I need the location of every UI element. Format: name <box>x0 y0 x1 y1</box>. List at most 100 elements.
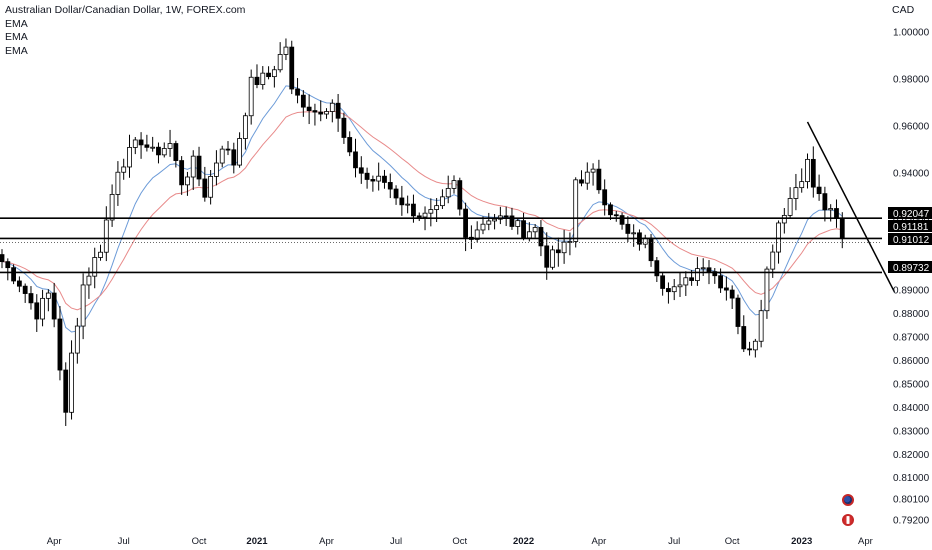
ema-indicator-label[interactable]: EMA <box>5 31 28 43</box>
candle-body <box>515 220 521 227</box>
candle-body <box>602 189 608 206</box>
candle-body <box>828 208 834 211</box>
candle-body <box>434 205 440 210</box>
candle-body <box>167 143 173 149</box>
candle-body <box>16 280 22 287</box>
candle-body <box>428 209 434 214</box>
candle-body <box>781 214 787 224</box>
candle-body <box>579 179 584 184</box>
candle-body <box>550 249 555 268</box>
candle-body <box>358 167 364 174</box>
candle-body <box>422 212 428 218</box>
price-label-box <box>888 261 932 273</box>
candle-body <box>608 204 613 216</box>
candle-body <box>573 179 579 242</box>
candle-body <box>660 275 666 289</box>
candle-body <box>306 106 312 111</box>
trendline <box>806 121 896 293</box>
candle-body <box>822 193 828 211</box>
candle-body <box>138 139 144 146</box>
candle-body <box>648 237 654 262</box>
candle-body <box>474 229 480 240</box>
candle-body <box>109 194 115 221</box>
candle-body <box>271 69 277 78</box>
candle-body <box>22 285 28 294</box>
price-label-box <box>888 220 932 232</box>
candle-body <box>729 289 735 299</box>
candle-body <box>613 214 619 217</box>
candle-body <box>521 220 526 239</box>
candle-body <box>509 215 515 227</box>
candle-body <box>179 160 185 186</box>
candle-body <box>538 227 544 247</box>
candle-body <box>318 111 324 115</box>
candle-body <box>11 267 16 282</box>
candle-body <box>480 223 486 231</box>
candle-body <box>671 286 677 293</box>
candle-body <box>353 151 358 169</box>
candle-body <box>393 188 399 199</box>
candle-body <box>156 146 161 156</box>
candle-body <box>561 241 567 254</box>
candle-body <box>45 292 51 299</box>
candle-body <box>741 326 747 350</box>
candle-body <box>150 146 156 149</box>
candle-body <box>718 275 723 289</box>
candle-body <box>382 175 387 183</box>
ema-indicator-label[interactable]: EMA <box>5 17 28 30</box>
candle-body <box>161 148 167 156</box>
candle-body <box>839 218 845 239</box>
candle-body <box>40 297 45 320</box>
x-tick-label: Apr <box>47 536 62 547</box>
candle-body <box>190 155 196 178</box>
currency-label: CAD <box>892 4 915 16</box>
candle-body <box>202 178 208 198</box>
candle-body <box>712 271 718 277</box>
canada-flag-icon <box>842 514 854 526</box>
price-label: 0.92047 <box>893 209 930 220</box>
y-tick-label: 0.86000 <box>893 356 930 367</box>
candle-body <box>103 219 109 253</box>
candle-body <box>619 215 625 225</box>
ema-fast-line <box>1 85 843 333</box>
price-label: 0.89732 <box>893 263 930 274</box>
candle-body <box>231 149 237 166</box>
candle-body <box>764 268 770 312</box>
candle-body <box>411 203 416 217</box>
candle-body <box>555 249 561 254</box>
y-tick-label: 0.94000 <box>893 168 930 179</box>
candle-body <box>289 46 295 90</box>
candle-body <box>805 158 810 183</box>
candle-body <box>63 369 69 413</box>
y-tick-label: 0.89000 <box>893 286 930 297</box>
candle-body <box>776 222 781 253</box>
x-tick-label: Oct <box>192 536 207 547</box>
candle-body <box>300 94 306 108</box>
candle-body <box>723 287 729 291</box>
candle-body <box>387 182 393 190</box>
candle-body <box>5 261 11 269</box>
candle-body <box>69 352 74 413</box>
candle-body <box>219 148 225 164</box>
candle-body <box>590 168 596 173</box>
ema-indicator-label[interactable]: EMA <box>5 44 28 57</box>
x-tick-label: Oct <box>452 536 467 547</box>
candle-body <box>689 277 695 281</box>
y-tick-label: 0.82000 <box>893 450 930 461</box>
candle-body <box>185 176 190 186</box>
candle-body <box>364 172 370 180</box>
candle-body <box>695 268 700 281</box>
candle-body <box>127 147 132 168</box>
candle-body <box>34 302 40 320</box>
candle-body <box>544 245 550 268</box>
x-tick-label: Apr <box>319 536 334 547</box>
x-tick-label: Apr <box>858 536 873 547</box>
candle-body <box>312 110 318 113</box>
candle-body <box>834 208 839 219</box>
candle-body <box>486 220 492 225</box>
candle-body <box>347 137 353 153</box>
x-tick-label: 2022 <box>513 536 534 547</box>
candle-body <box>173 143 179 161</box>
candle-body <box>225 148 231 151</box>
